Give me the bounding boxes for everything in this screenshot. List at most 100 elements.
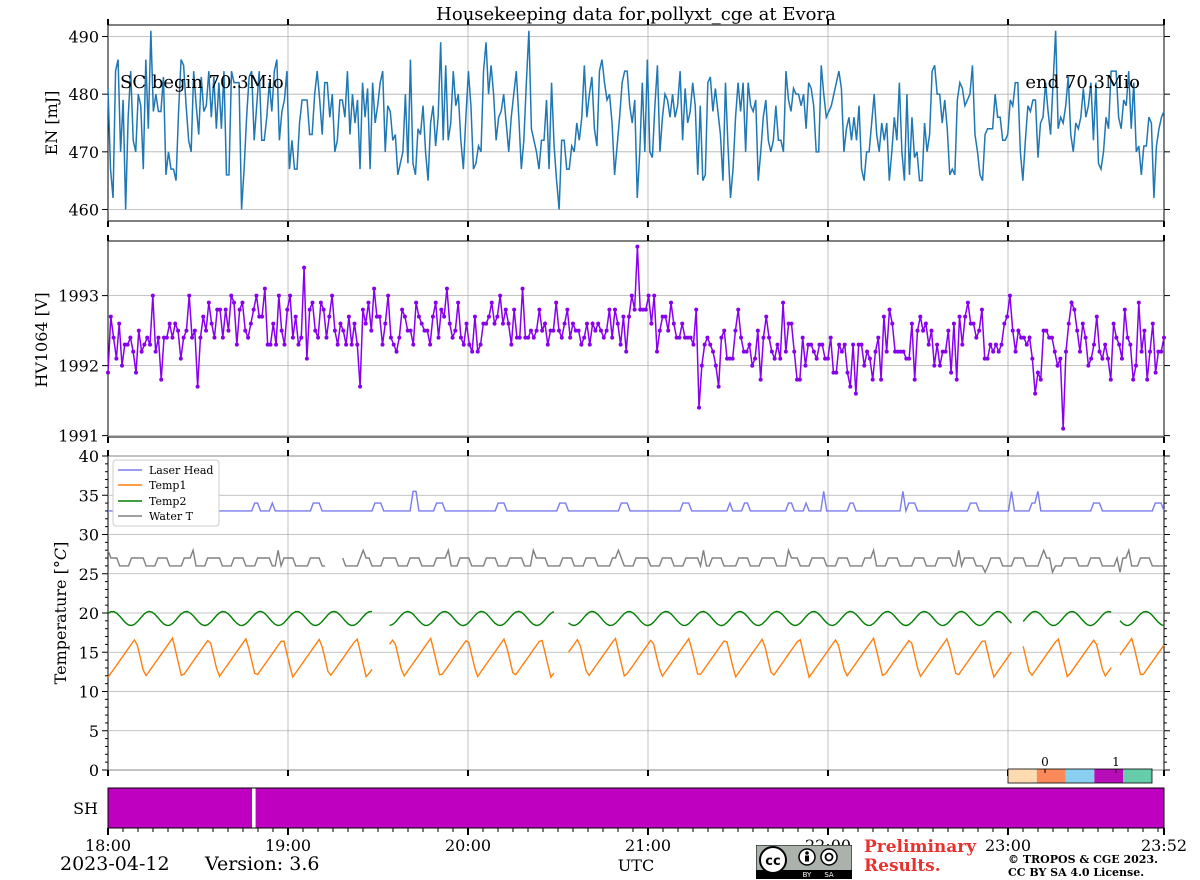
hv-data-point (397, 335, 402, 340)
hv-data-point (862, 363, 867, 368)
series-line-laser-head (108, 490, 1165, 514)
hv-data-point (716, 384, 721, 389)
hv-data-point (139, 349, 144, 354)
hv-data-point (268, 342, 273, 347)
hv-data-point (262, 286, 267, 291)
hv-data-point (428, 342, 433, 347)
hv-data-point (106, 370, 110, 375)
hv-data-point (643, 307, 648, 312)
hv-data-point (937, 363, 942, 368)
hv-data-point (346, 314, 351, 319)
hv-data-point (870, 377, 875, 382)
hv-data-point (772, 356, 777, 361)
hv-data-point (1044, 328, 1049, 333)
energy-ytick-label: 460 (68, 200, 99, 219)
hv-data-point (907, 356, 912, 361)
hv-data-point (705, 335, 710, 340)
hv-data-point (324, 335, 329, 340)
hv-data-point (691, 342, 696, 347)
hv-data-point (867, 356, 872, 361)
legend-frame (112, 459, 220, 527)
hv-data-point (943, 349, 948, 354)
hv-data-point (509, 342, 514, 347)
hv-data-point (243, 328, 248, 333)
hv-data-point (974, 335, 979, 340)
hv-data-point (1105, 356, 1110, 361)
hv-data-point (988, 342, 993, 347)
hv-data-point (551, 328, 556, 333)
hv-data-point (876, 335, 881, 340)
hv-data-point (646, 293, 651, 298)
hv-data-point (811, 349, 816, 354)
hv-data-point (332, 328, 337, 333)
hv-data-point (940, 349, 945, 354)
hv-data-point (909, 321, 914, 326)
hv-data-point (391, 342, 396, 347)
hv-data-point (635, 244, 640, 249)
x-tick-label: 23:52 (1141, 836, 1187, 855)
hv-data-point (1147, 349, 1152, 354)
hv-data-point (422, 328, 427, 333)
hv-data-point (783, 349, 788, 354)
x-tick-label: 21:00 (625, 836, 671, 855)
hv-data-point (711, 349, 716, 354)
hv-data-point (856, 342, 861, 347)
hv-data-point (764, 314, 769, 319)
hv-data-point (377, 314, 382, 319)
series-line-temp2 (107, 610, 1165, 627)
hv-data-point (153, 349, 158, 354)
hv-data-point (904, 356, 909, 361)
hv-data-point (531, 335, 536, 340)
hv-data-point (775, 342, 780, 347)
hv-data-point (355, 342, 360, 347)
hv-data-point (699, 363, 704, 368)
hv-data-point (548, 328, 553, 333)
hv-data-point (688, 335, 693, 340)
hv-data-point (671, 321, 676, 326)
hv-data-point (725, 356, 730, 361)
hv-data-point (240, 300, 245, 305)
hv-data-point (632, 307, 637, 312)
hv-data-point (744, 349, 749, 354)
hv-data-point (360, 307, 365, 312)
date-label: 2023-04-12 (60, 853, 170, 875)
hv-data-point (145, 335, 150, 340)
hv-data-point (279, 328, 284, 333)
energy-y-label: EN [mJ] (42, 91, 61, 156)
hv-data-point (190, 335, 195, 340)
hv-data-point (394, 349, 399, 354)
hv-data-point (960, 342, 965, 347)
hv-data-point (985, 356, 990, 361)
hv-data-point (369, 328, 374, 333)
hv-data-point (321, 307, 326, 312)
hv-data-point (991, 349, 996, 354)
hv-data-point (993, 342, 998, 347)
hv-data-point (489, 300, 494, 305)
hv-data-point (285, 307, 290, 312)
shutter-block-closed (255, 788, 1164, 828)
hv-ytick-label: 1991 (58, 427, 99, 446)
hv-data-point (769, 349, 774, 354)
x-tick-label: 23:00 (985, 836, 1031, 855)
hv-data-point (470, 349, 475, 354)
hv-ytick-label: 1993 (58, 287, 99, 306)
hv-data-point (946, 328, 951, 333)
hv-data-point (148, 342, 153, 347)
hv-data-point (352, 321, 357, 326)
energy-grid (108, 25, 1164, 221)
hv-data-point (523, 335, 528, 340)
hv-data-point (727, 356, 732, 361)
hv-data-point (683, 335, 688, 340)
hv-data-point (450, 335, 455, 340)
hv-data-point (584, 321, 589, 326)
hv-data-point (1162, 335, 1166, 340)
hv-data-point (803, 363, 808, 368)
hv-data-point (1150, 321, 1155, 326)
hv-data-point (229, 293, 234, 298)
hv-data-point (901, 349, 906, 354)
hv-data-point (1086, 363, 1091, 368)
hv-data-point (159, 377, 164, 382)
cc-license-badge[interactable]: cc BY SA (756, 845, 852, 879)
hv-data-point (220, 335, 225, 340)
hv-data-point (660, 314, 665, 319)
